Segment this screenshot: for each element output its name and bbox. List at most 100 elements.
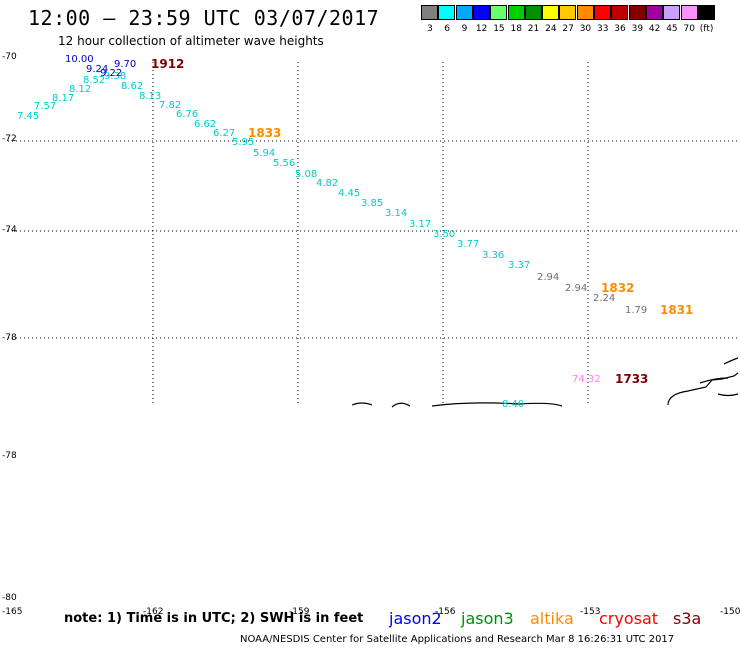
wave-height-label: 7.45 [17,111,39,122]
wave-height-label: 8.52 [83,75,105,86]
wave-height-label: 10.00 [65,54,94,65]
legend-label: 30 [579,24,592,34]
legend-swatch [524,5,542,20]
latitude-tick-label: -80 [2,593,17,603]
legend-swatch [490,5,508,20]
wave-height-label: 5.94 [253,148,275,159]
longitude-tick-label: -162 [143,607,164,617]
legend-swatch [438,5,456,20]
satellite-label: altika [530,609,574,628]
legend-swatch [594,5,611,20]
pass-time-label: 1832 [601,281,634,295]
legend-label: 36 [614,24,626,34]
longitude-tick-label: -165 [2,607,23,617]
coastline [699,377,729,384]
wave-height-label: 6.27 [213,128,235,139]
wave-height-label: 7.57 [34,101,56,112]
wave-height-label: 3.14 [385,208,407,219]
wave-height-label: 4.45 [338,188,360,199]
legend-swatch [628,5,646,20]
wave-height-label: 7.82 [159,100,181,111]
wave-height-label: 6.76 [176,109,198,120]
wave-height-label: 3.37 [508,260,530,271]
wave-height-label: 5.56 [273,158,295,169]
wave-height-label: 8.17 [52,93,74,104]
pass-time-label: 1912 [151,57,184,71]
latitude-tick-label: -72 [2,134,17,144]
wave-height-label: 9.24 [86,64,108,75]
legend-label: 3 [427,24,433,34]
coastline [391,402,411,408]
coastline [717,393,739,397]
credit-line: NOAA/NESDIS Center for Satellite Applica… [240,634,675,645]
wave-height-label: 1.79 [625,305,647,316]
legend-swatch [507,5,525,20]
latitude-tick-label: -74 [2,225,17,235]
wave-height-label: 3.36 [482,250,504,261]
longitude-tick-label: -150 [720,607,740,617]
wave-height-label: 8.13 [139,91,161,102]
wave-height-label: 8.62 [121,81,143,92]
wave-height-label: 9.70 [114,59,136,70]
page-title: 12:00 — 23:59 UTC 03/07/2017 [28,6,380,30]
legend-label: 45 [666,24,678,34]
latitude-tick-label: -70 [2,52,17,62]
page-subtitle: 12 hour collection of altimeter wave hei… [58,34,324,48]
pass-time-label: 1833 [248,126,281,140]
legend-label: 27 [562,24,574,34]
wave-height-label: 8.40 [502,399,524,410]
legend-unit: (ft) [699,24,714,34]
coastline [431,402,563,407]
legend-label: 42 [648,24,661,34]
wave-height-label: 74.32 [572,374,601,385]
wave-height-label: 2.24 [593,293,615,304]
legend-swatch [472,5,490,20]
wave-height-label: 3.85 [361,198,383,209]
legend-label: 6 [444,24,451,34]
legend-swatch [559,5,577,20]
satellite-label: s3a [673,609,702,628]
wave-height-label: 6.62 [194,119,216,130]
wave-height-label: 2.94 [537,272,559,283]
legend-label: 21 [527,24,540,34]
legend-swatch [663,5,681,20]
longitude-tick-label: -156 [435,607,456,617]
wave-height-label: 9.22 [100,68,122,79]
wave-height-label: 2.94 [565,283,587,294]
legend-swatch [680,5,698,20]
coastline [351,402,373,406]
legend-swatch [645,5,663,20]
satellite-label: jason3 [461,609,514,628]
coastline [667,372,739,406]
wave-height-label: 3.50 [433,229,455,240]
longitude-tick-label: -159 [289,607,310,617]
wave-height-label: 3.17 [409,219,431,230]
wave-height-label: 3.77 [457,239,479,250]
legend-label: 33 [597,24,609,34]
legend-swatch [576,5,594,20]
legend-swatch [611,5,629,20]
legend-label: 18 [510,24,522,34]
satellite-label: cryosat [599,609,659,628]
legend-label: 15 [493,24,505,34]
wave-height-label: 5.95 [232,137,254,148]
legend-swatch [421,5,438,20]
latitude-tick-label: -78 [2,451,17,461]
wave-height-label: 5.08 [295,169,317,180]
legend-swatch [455,5,473,20]
wave-height-label: 4.82 [316,178,338,189]
coastline [723,357,739,365]
legend-label: 70 [683,24,695,34]
wave-height-label: 9.38 [104,71,126,82]
pass-time-label: 1831 [660,303,693,317]
footer-note: note: 1) Time is in UTC; 2) SWH is in fe… [64,611,364,626]
wave-height-label: 8.12 [69,84,91,95]
legend-swatch [542,5,560,20]
satellite-label: jason2 [389,609,442,628]
legend-label: 12 [475,24,488,34]
legend-swatch [697,5,715,20]
longitude-tick-label: -153 [580,607,601,617]
latitude-tick-label: -78 [2,333,17,343]
legend-label: 9 [461,24,468,34]
